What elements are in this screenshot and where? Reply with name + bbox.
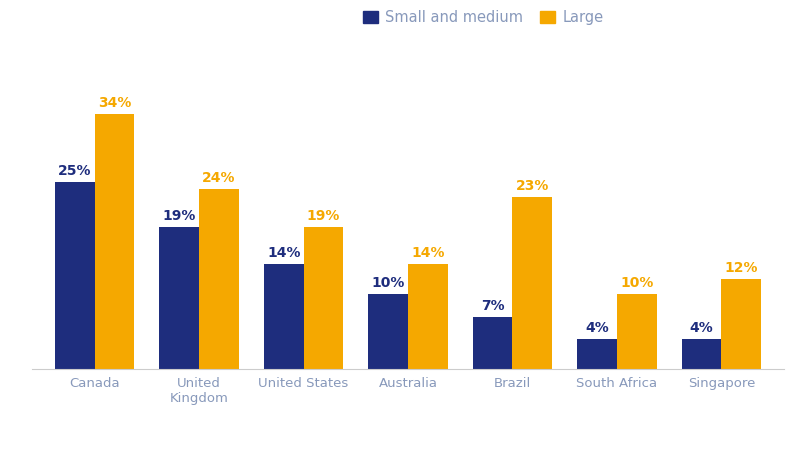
Bar	[408, 264, 448, 369]
Bar	[159, 226, 199, 369]
Bar	[303, 226, 343, 369]
Text: 19%: 19%	[306, 209, 340, 223]
Text: 23%: 23%	[516, 179, 549, 193]
Bar	[682, 339, 722, 369]
Bar	[199, 189, 238, 369]
Bar	[368, 294, 408, 369]
Legend: Small and medium, Large: Small and medium, Large	[357, 4, 610, 31]
Text: 24%: 24%	[202, 171, 236, 185]
Text: 12%: 12%	[725, 261, 758, 275]
Text: 10%: 10%	[620, 276, 654, 290]
Bar	[513, 197, 552, 369]
Bar	[94, 114, 134, 369]
Bar	[722, 279, 761, 369]
Text: 25%: 25%	[58, 164, 91, 178]
Bar	[264, 264, 303, 369]
Text: 7%: 7%	[481, 299, 505, 313]
Bar	[577, 339, 617, 369]
Bar	[473, 316, 513, 369]
Text: 14%: 14%	[411, 246, 445, 260]
Text: 34%: 34%	[98, 96, 131, 110]
Bar	[617, 294, 657, 369]
Text: 10%: 10%	[371, 276, 405, 290]
Text: 14%: 14%	[267, 246, 301, 260]
Text: 19%: 19%	[162, 209, 196, 223]
Text: 4%: 4%	[585, 321, 609, 335]
Bar	[55, 181, 94, 369]
Text: 4%: 4%	[690, 321, 714, 335]
